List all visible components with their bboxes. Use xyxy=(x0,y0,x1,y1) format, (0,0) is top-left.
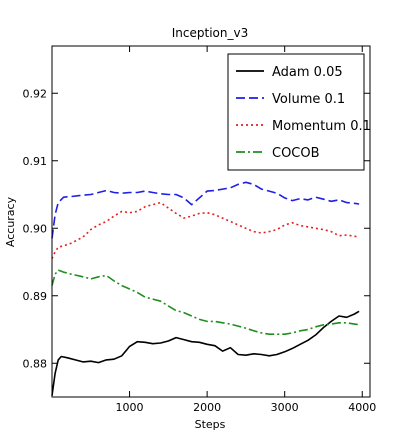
x-axis-title: Steps xyxy=(195,418,226,431)
x-tick-label: 2000 xyxy=(193,401,221,414)
legend-box xyxy=(227,53,365,171)
chart-title: Inception_v3 xyxy=(172,26,248,40)
legend-label: Momentum 0.1 xyxy=(272,119,371,134)
axis-ticks: 1000 2000 3000 4000 0.88 0.89 0.90 0.91 0.92 xyxy=(23,46,376,414)
y-tick-label: 0.91 xyxy=(23,155,48,168)
legend-label: Volume 0.1 xyxy=(272,92,345,107)
legend-label: Adam 0.05 xyxy=(272,65,343,80)
legend-label: COCOB xyxy=(272,146,320,161)
legend: Adam 0.05 Volume 0.1 Momentum 0.1 COCOB xyxy=(227,53,371,171)
series-line-0 xyxy=(51,310,360,396)
x-tick-label: 3000 xyxy=(271,401,299,414)
plot-area xyxy=(51,181,360,396)
y-tick-label: 0.88 xyxy=(23,357,48,370)
x-tick-label: 4000 xyxy=(348,401,376,414)
series-line-3 xyxy=(51,269,360,336)
series-line-2 xyxy=(51,201,360,259)
y-tick-label: 0.92 xyxy=(23,87,48,100)
y-tick-label: 0.89 xyxy=(23,290,48,303)
series-line-1 xyxy=(51,181,360,239)
y-tick-label: 0.90 xyxy=(23,222,48,235)
y-axis-title: Accuracy xyxy=(4,196,17,247)
x-tick-label: 1000 xyxy=(116,401,144,414)
plot-frame xyxy=(51,45,371,398)
